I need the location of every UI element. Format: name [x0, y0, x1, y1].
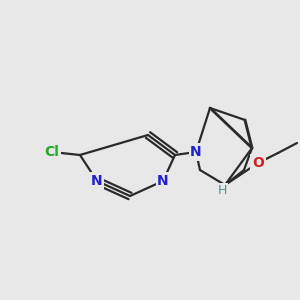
Text: H: H — [217, 184, 227, 197]
Text: N: N — [190, 145, 202, 159]
Text: O: O — [252, 156, 264, 170]
Text: N: N — [91, 174, 103, 188]
Text: N: N — [157, 174, 169, 188]
Text: Cl: Cl — [45, 145, 59, 159]
